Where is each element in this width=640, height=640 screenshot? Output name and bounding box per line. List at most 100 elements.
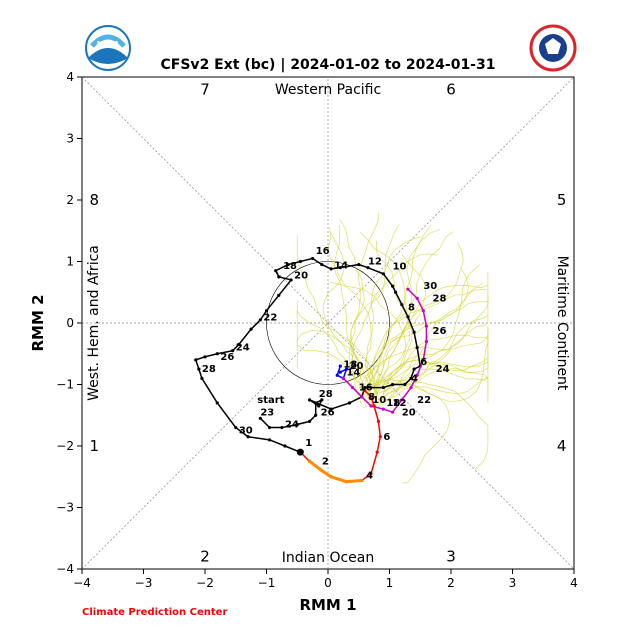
observed-day-label: 8 [368,392,375,403]
observed-point [347,401,352,405]
observed-day-label: 14 [334,260,348,271]
y-axis-label: RMM 2 [29,294,47,351]
observed-point [231,349,235,353]
observed-day-label: 18 [343,359,357,370]
observed-day-label: 28 [319,389,333,400]
x-tick-label: 0 [324,576,332,590]
x-tick-label: 3 [509,576,517,590]
forecast-day-label: 4 [366,471,373,482]
observed-point [258,318,262,322]
ensemble-member [382,368,489,403]
ensemble-member [359,288,487,389]
observed-point [267,438,272,442]
ensemble-member [366,236,422,404]
ensemble-member [368,301,489,400]
observed-day-label: 20 [294,271,308,282]
region-label-left: West. Hem. and Africa [86,245,102,401]
ensemble-member [359,231,406,395]
observed-point [264,309,269,313]
observed-point [335,373,339,377]
x-tick-label: 1 [386,576,394,590]
observed-day-label: 18 [386,398,400,409]
observed-point [409,376,413,380]
observed-point [274,269,278,273]
observed-point [280,425,284,430]
forecast-point [329,475,333,479]
forecast-point [372,404,376,408]
observed-point [421,309,425,313]
ensemble-member [296,330,370,400]
y-tick-label: −4 [56,562,74,576]
phase-number: 8 [90,191,100,209]
observed-day-label: 26 [433,326,447,337]
observed-point [338,370,342,374]
observed-day-label: 30 [423,281,437,292]
observed-point [307,398,312,402]
phase-number: 7 [200,80,210,98]
observed-point [249,327,253,331]
observed-point [381,385,385,390]
observed-day-label: 14 [346,367,360,378]
x-axis-label: RMM 1 [299,596,356,614]
ensemble-member [351,253,438,387]
observed-point [258,416,262,420]
ensemble-member [363,282,483,409]
observed-point [415,296,419,300]
observed-point [421,358,425,362]
observed-point [338,364,342,368]
observed-point [351,385,355,390]
y-tick-label: 3 [66,132,74,146]
region-label-bottom: Indian Ocean [282,550,374,566]
y-tick-label: 2 [66,193,74,207]
observed-point [314,413,318,417]
noaa-logo-text: NOAA [97,40,120,48]
observed-point [412,330,416,334]
observed-point [406,315,410,319]
observed-point [329,407,333,411]
observed-day-label: 12 [368,257,382,268]
observed-point [424,339,428,344]
observed-point [215,352,219,356]
phase-number: 6 [446,80,456,98]
x-tick-label: −3 [135,576,153,590]
unit-circle [266,261,390,385]
observed-point [277,293,281,297]
x-tick-label: 2 [447,576,455,590]
ensemble-member [378,379,489,470]
ensemble-member [358,326,489,399]
observed-day-label: 16 [316,246,330,257]
ensemble-member [322,232,383,389]
observed-point [409,385,413,390]
observed-day-label: 22 [263,313,277,324]
x-tick-label: −2 [196,576,214,590]
observed-day-label: 26 [220,352,234,363]
footer-credit: Climate Prediction Center [82,607,227,618]
observed-point [197,367,201,371]
ensemble-member [296,300,367,389]
forecast-day-label: 2 [322,456,329,467]
observed-point [406,287,410,291]
observed-point [403,382,407,387]
observed-point [338,266,342,270]
observed-day-label: 24 [236,343,250,354]
region-label-right: Maritime Continent [554,256,570,391]
ensemble-member [348,212,379,405]
observed-point [314,401,318,405]
observed-point [277,275,281,279]
phase-number: 1 [90,437,100,455]
observed-point [194,358,198,362]
observed-point [381,407,385,411]
observed-point [203,355,207,359]
forecast-point [369,395,373,399]
observed-day-label: 26 [321,407,335,418]
observed-point [267,425,272,430]
ensemble-member [368,269,469,403]
ensemble-member [327,227,379,401]
observed-point [320,262,324,267]
phase-number: 3 [446,548,456,566]
phase-number: 4 [557,437,567,455]
y-tick-label: −1 [56,378,74,392]
observed-day-label: 20 [402,407,416,418]
